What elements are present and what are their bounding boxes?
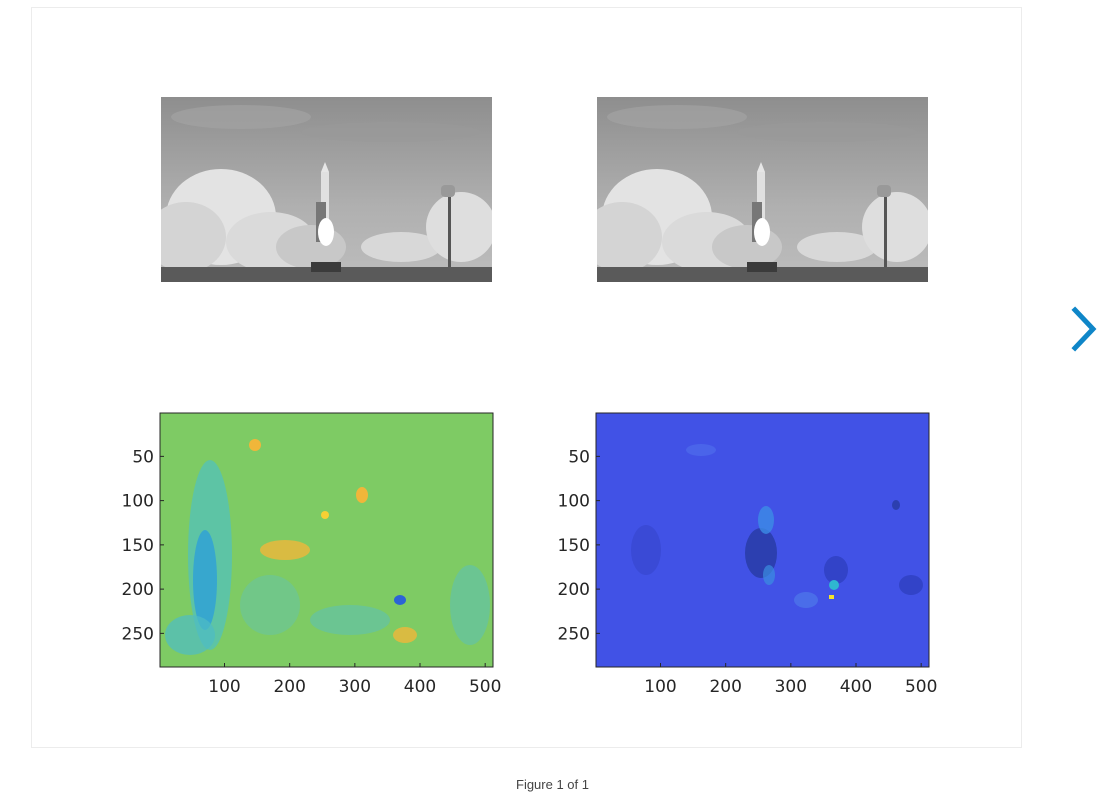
x-tick-label: 200 [273, 677, 305, 697]
y-tick-label: 200 [558, 580, 590, 600]
launch-photo [597, 97, 928, 282]
x-tick-label: 100 [644, 677, 676, 697]
x-tick-label: 200 [709, 677, 741, 697]
x-tick-label: 500 [469, 677, 501, 697]
x-tick-label: 300 [775, 677, 807, 697]
chevron-right-icon [1071, 306, 1097, 352]
x-tick-label: 300 [339, 677, 371, 697]
y-tick-label: 150 [558, 536, 590, 556]
y-tick-label: 250 [558, 624, 590, 644]
y-tick-label: 100 [122, 492, 154, 512]
x-tick-label: 400 [840, 677, 872, 697]
y-tick-label: 50 [568, 447, 590, 467]
x-tick-label: 500 [905, 677, 937, 697]
y-tick-label: 250 [122, 624, 154, 644]
figure-caption: Figure 1 of 1 [516, 777, 589, 792]
heatmap-axes-right: 100 200 300 400 500 50 100 150 200 250 [558, 412, 937, 697]
next-figure-button[interactable] [1066, 306, 1105, 352]
y-tick-label: 100 [558, 492, 590, 512]
image-panel-top-right [597, 97, 928, 282]
y-tick-label: 50 [132, 447, 154, 467]
y-tick-label: 150 [122, 536, 154, 556]
image-panel-top-left [161, 97, 492, 282]
heatmap-image-left [160, 413, 493, 667]
x-tick-label: 400 [404, 677, 436, 697]
x-tick-label: 100 [208, 677, 240, 697]
heatmap-axes-left: 100 200 300 400 500 50 100 150 200 250 [122, 412, 501, 697]
launch-photo [161, 97, 492, 282]
y-tick-label: 200 [122, 580, 154, 600]
heatmap-image-right [596, 413, 929, 667]
